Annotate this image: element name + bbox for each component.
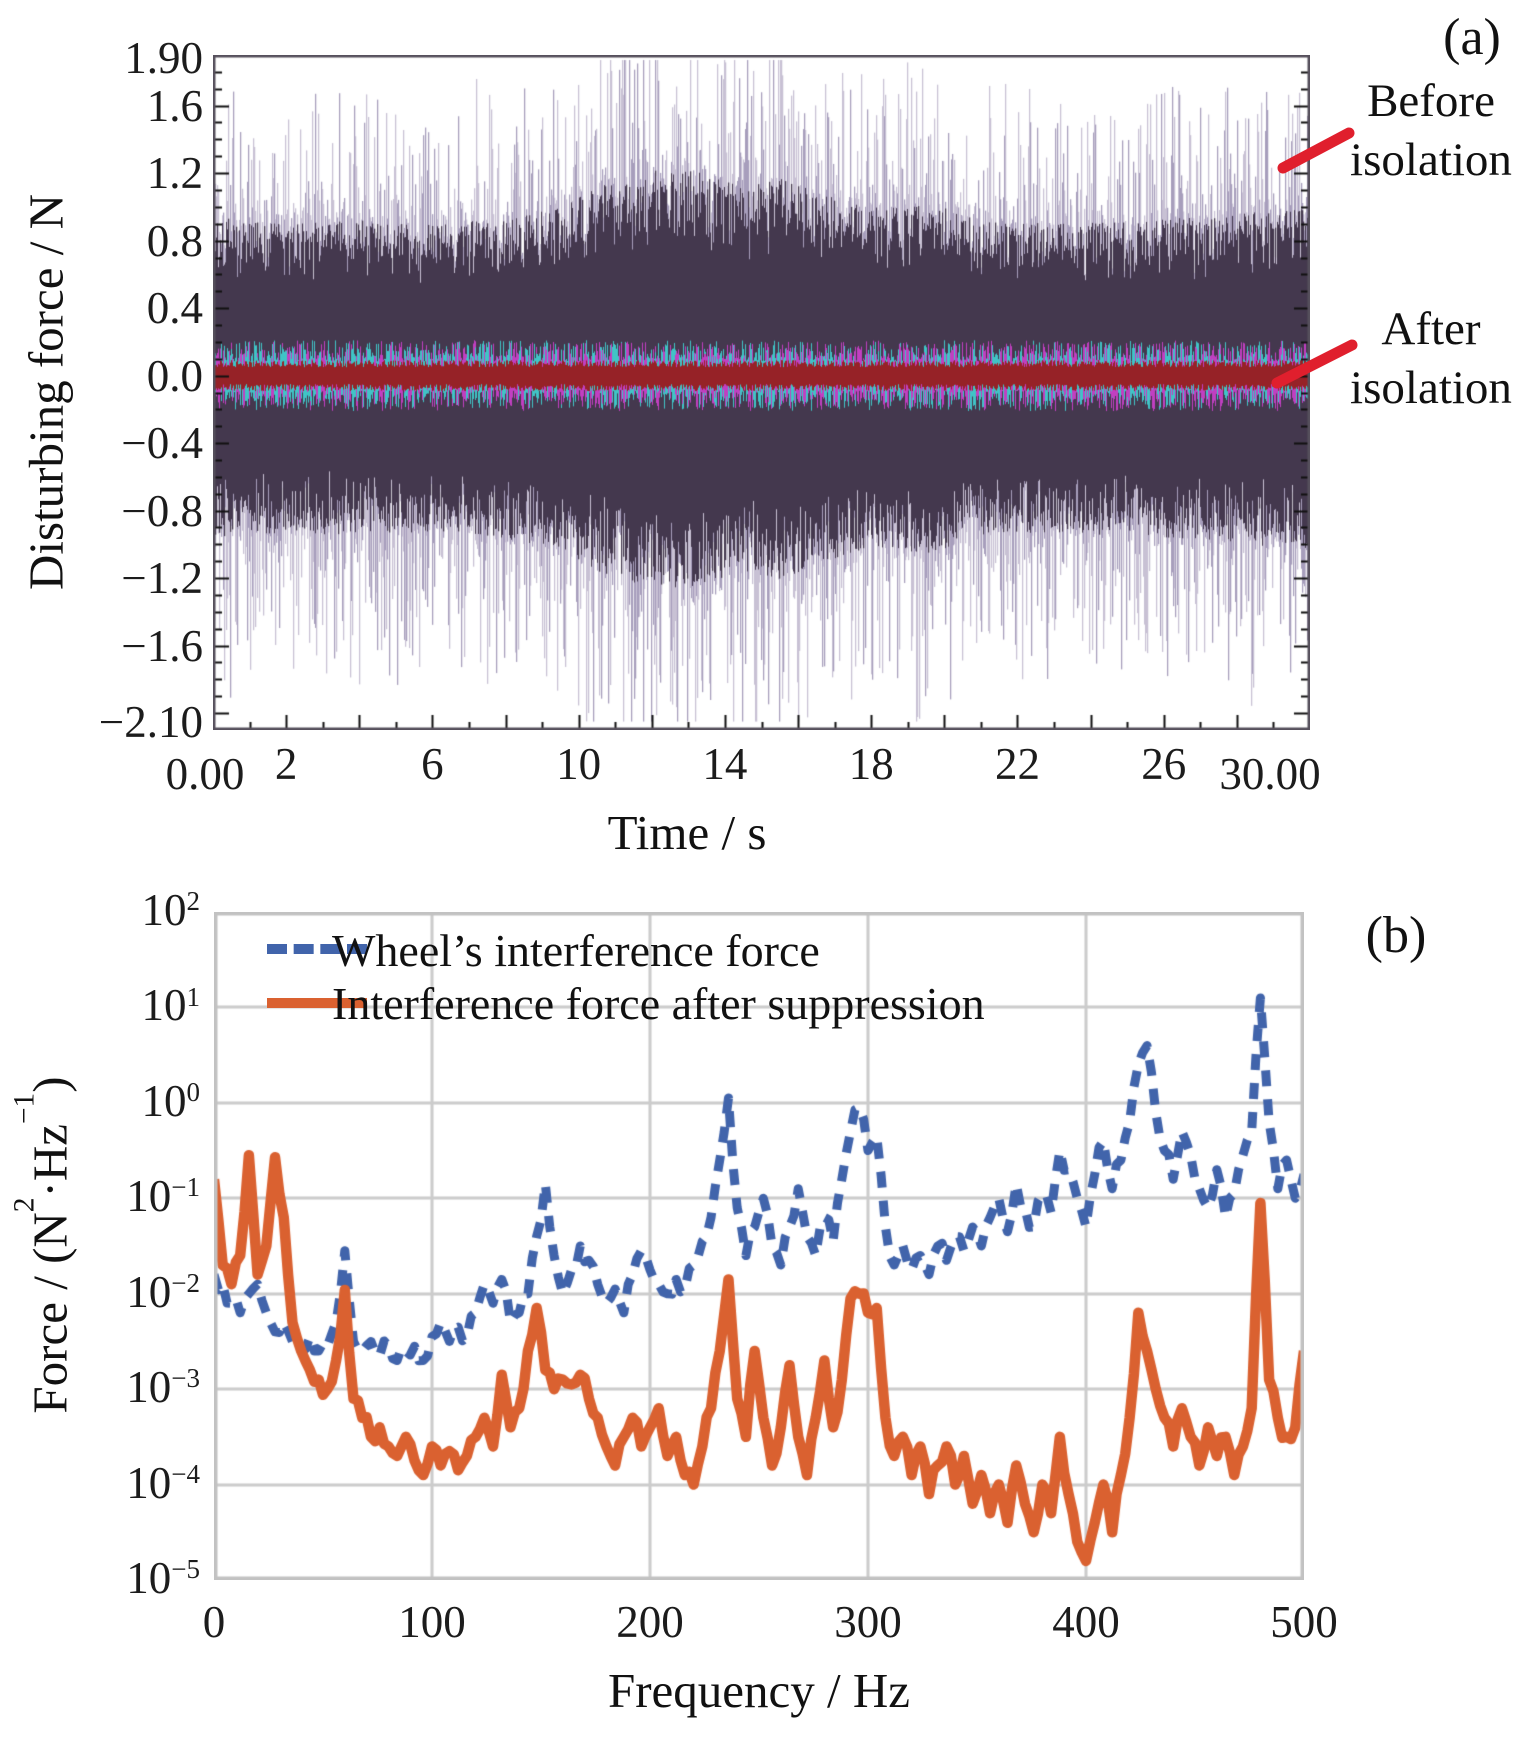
tick-label: 200 [616, 1597, 684, 1647]
legend-label-after-suppression: Interference force after suppression [332, 978, 985, 1029]
tick-label: 26 [1141, 739, 1187, 789]
panel-a-label: (a) [1443, 9, 1501, 66]
tick-label: 30.00 [1219, 749, 1321, 799]
tick-label: 18 [848, 739, 894, 789]
tick-label: −1.2 [121, 553, 203, 604]
tick-label: 0.00 [165, 749, 245, 799]
y-title-sup-2: 2 [8, 1197, 41, 1213]
tick-label: 101 [141, 980, 201, 1031]
tick-label: 102 [141, 885, 201, 935]
panel-b-x-axis-title: Frequency / Hz [607, 1663, 911, 1718]
annotation-after-isolation: After isolation [1350, 303, 1512, 414]
tick-label: 0.4 [146, 283, 203, 334]
annotation-before-isolation: Before isolation [1350, 75, 1512, 186]
panel-a-time-plot [213, 55, 1310, 730]
tick-label: 100 [141, 1075, 201, 1126]
tick-label: 10 [556, 739, 602, 789]
tick-label: 100 [398, 1597, 466, 1647]
tick-label: 10−1 [126, 1171, 200, 1222]
tick-label: 0.8 [146, 215, 203, 266]
tick-label: 0 [202, 1597, 226, 1647]
panel-a-x-axis-title: Time / s [607, 805, 767, 860]
tick-label: 0.0 [146, 350, 203, 401]
tick-label: 10−3 [126, 1362, 200, 1413]
tick-label: −0.4 [121, 418, 203, 469]
tick-label: 2 [274, 739, 298, 789]
legend-swatch-wheel-interference [267, 944, 367, 954]
tick-label: 10−4 [126, 1457, 200, 1508]
panel-b-label: (b) [1365, 907, 1427, 964]
tick-label: 10−5 [126, 1553, 200, 1603]
tick-label: −1.6 [121, 620, 203, 671]
tick-label: −0.8 [121, 485, 203, 536]
tick-label: 1.6 [146, 80, 203, 131]
tick-label: 1.2 [146, 148, 203, 199]
tick-label: 400 [1052, 1597, 1120, 1647]
tick-label: 14 [702, 739, 748, 789]
y-title-sup-minus1: −1 [8, 1092, 41, 1125]
legend-label-wheel-interference: Wheel’s interference force [332, 925, 820, 976]
legend-swatch-after-suppression [267, 998, 367, 1008]
panel-b-y-axis-title: Force / (N2·Hz−1) [8, 1076, 77, 1413]
tick-label: 500 [1270, 1597, 1338, 1647]
panel-b-psd-plot [214, 912, 1304, 1580]
tick-label: 22 [994, 739, 1040, 789]
tick-label: 6 [421, 739, 444, 789]
tick-label: −2.10 [98, 697, 203, 747]
tick-label: 300 [834, 1597, 902, 1647]
tick-label: 1.90 [124, 33, 203, 83]
tick-label: 10−2 [126, 1266, 200, 1317]
